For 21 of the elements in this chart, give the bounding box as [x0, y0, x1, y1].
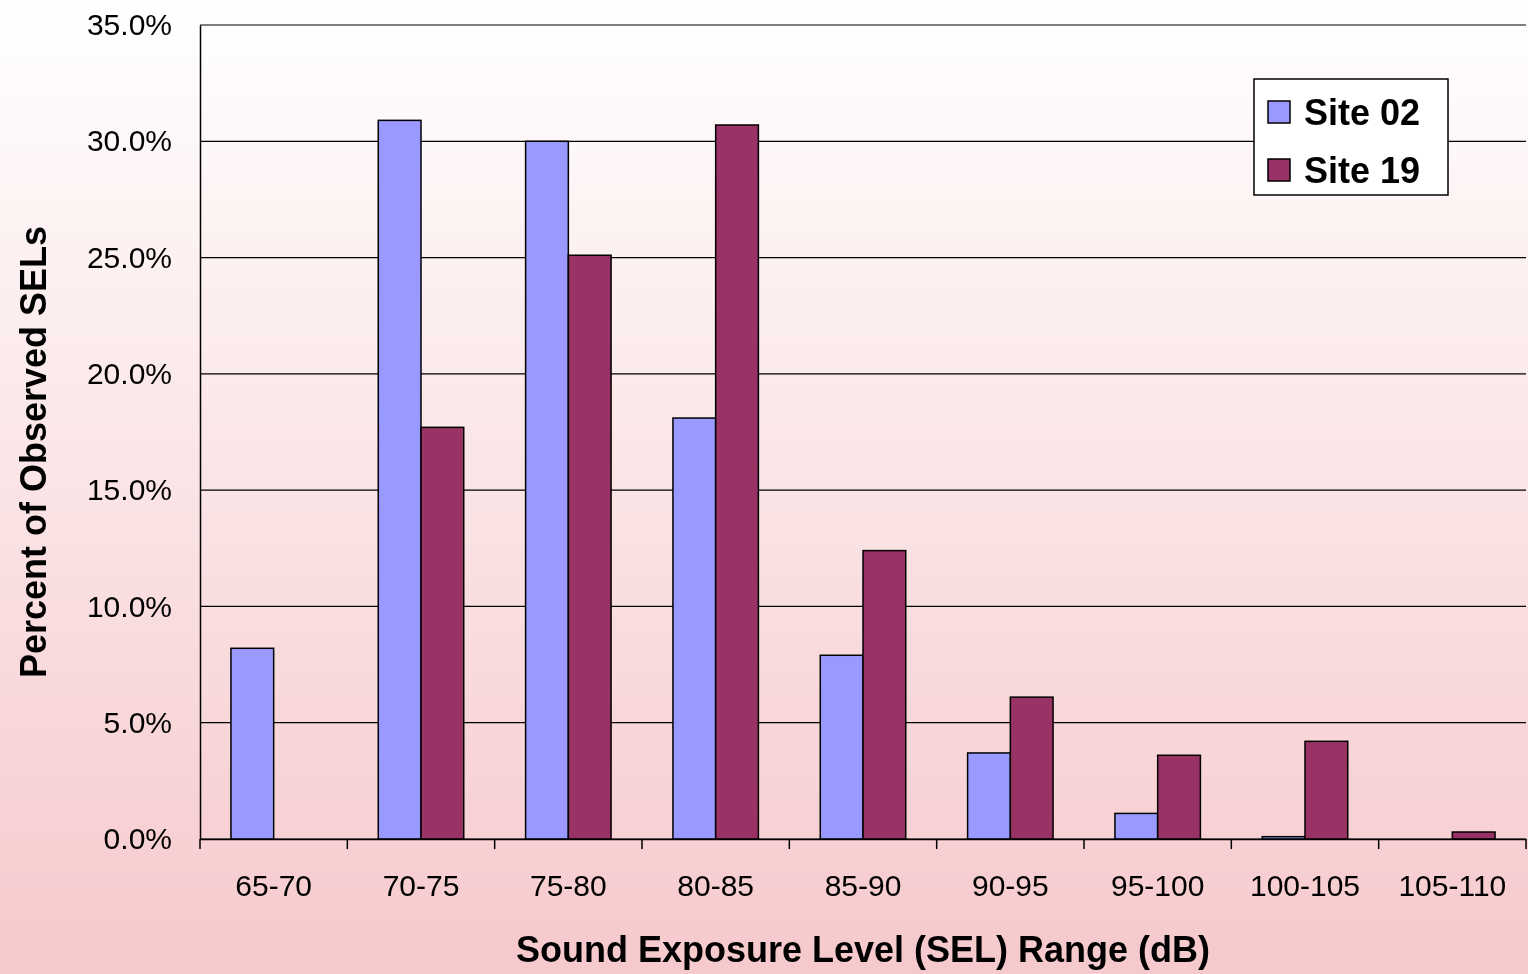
x-tick-label: 105-110 [1398, 869, 1507, 903]
legend-label: Site 02 [1304, 92, 1421, 133]
y-tick-label: 10.0% [86, 589, 172, 623]
y-axis-title: Percent of Observed SELs [13, 225, 54, 679]
x-tick-label: 100-105 [1249, 869, 1361, 903]
y-tick-label: 25.0% [86, 240, 172, 274]
x-axis-title: Sound Exposure Level (SEL) Range (dB) [515, 929, 1211, 970]
x-tick-label: 75-80 [529, 869, 607, 903]
y-tick-label: 5.0% [103, 705, 172, 739]
x-tick-label: 95-100 [1110, 869, 1205, 903]
x-tick-label: 70-75 [382, 869, 460, 903]
y-tick-label: 35.0% [86, 8, 172, 42]
y-tick-label: 20.0% [86, 356, 172, 390]
x-tick-label: 65-70 [235, 869, 313, 903]
x-tick-label: 85-90 [824, 869, 902, 903]
y-tick-label: 30.0% [86, 124, 172, 158]
y-tick-label: 15.0% [86, 473, 172, 507]
legend-label: Site 19 [1304, 150, 1421, 191]
x-tick-label: 80-85 [677, 869, 755, 903]
x-tick-label: 90-95 [971, 869, 1049, 903]
y-tick-label: 0.0% [103, 822, 172, 856]
